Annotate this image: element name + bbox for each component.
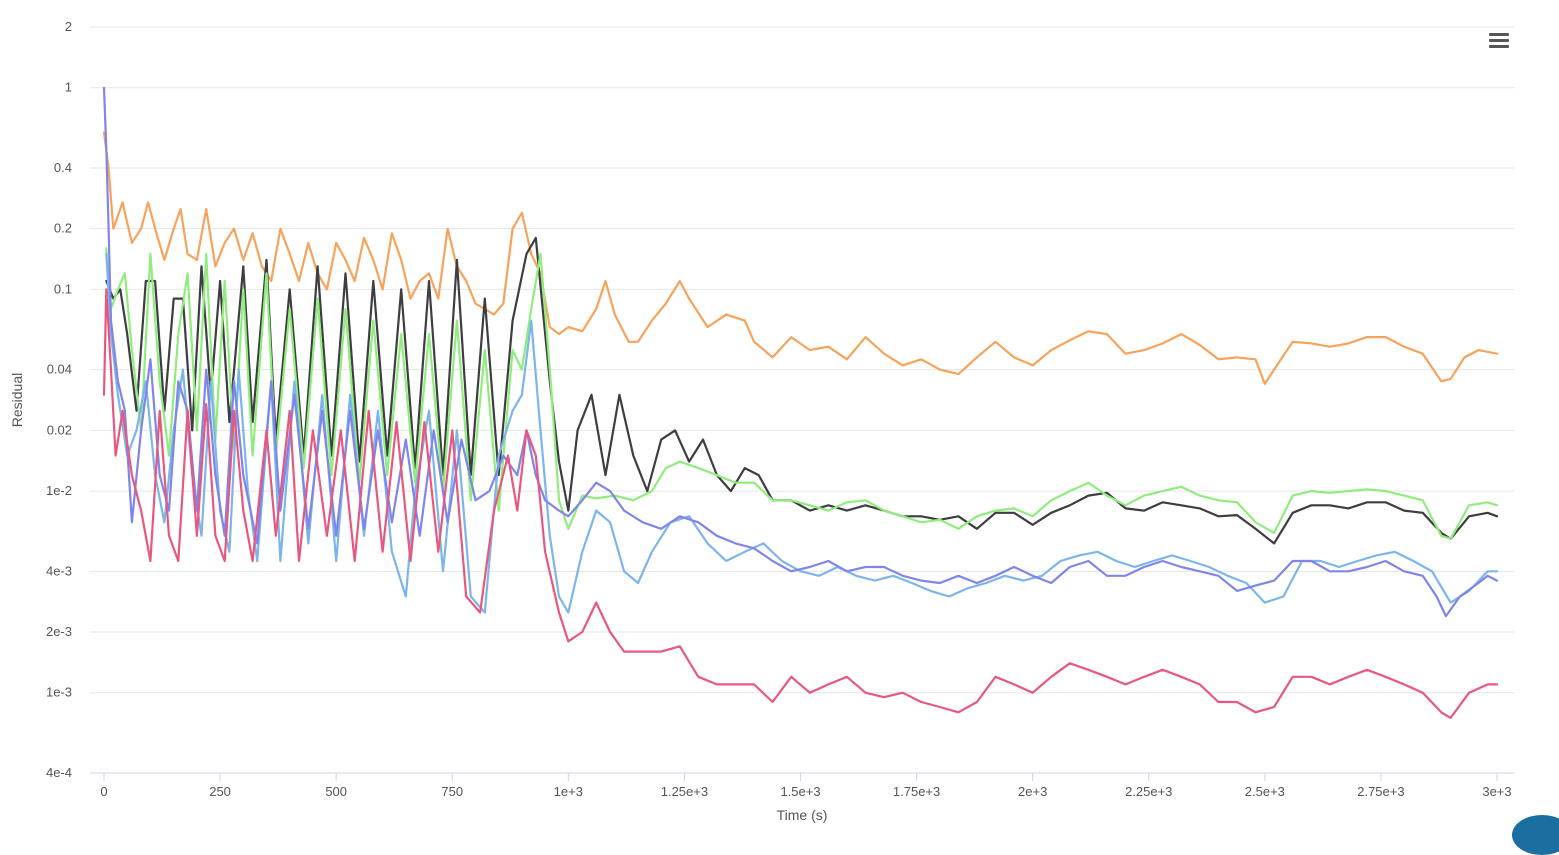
y-tick-label: 1 (65, 80, 72, 95)
chart-menu-button[interactable] (1484, 28, 1514, 54)
y-tick-label: 2 (65, 19, 72, 34)
series-line-1[interactable] (102, 131, 1499, 385)
residual-chart: 0 250 500 750 1e+3 1.25e+3 1.5e+3 1.75e+3 2e+3 2.… (9, 19, 1514, 823)
x-tick-label: 2.25e+3 (1125, 784, 1172, 799)
x-axis-title: Time (s) (777, 807, 828, 823)
y-tick-label: 1e-3 (46, 685, 72, 700)
series-line-4[interactable] (105, 252, 1499, 614)
x-tick-label: 2.75e+3 (1357, 784, 1404, 799)
y-tick-labels: 2 1 0.4 0.2 0.1 0.04 0.02 1e-2 4e-3 2e-3 1e-3 4e-4 (46, 19, 72, 780)
series-line-6[interactable] (102, 288, 1499, 719)
axes (90, 772, 1514, 781)
x-tick-label: 1e+3 (554, 784, 583, 799)
y-tick-label: 4e-3 (46, 563, 72, 578)
x-tick-label: 1.5e+3 (780, 784, 820, 799)
x-tick-label: 3e+3 (1482, 784, 1511, 799)
y-tick-label: 0.02 (47, 422, 72, 437)
series-line-5[interactable] (102, 86, 1499, 618)
y-axis-title: Residual (9, 373, 25, 427)
x-tick-label: 1.75e+3 (893, 784, 940, 799)
x-tick-label: 2.5e+3 (1245, 784, 1285, 799)
corner-badge (1512, 815, 1559, 855)
y-tick-label: 2e-3 (46, 624, 72, 639)
x-tick-label: 250 (209, 784, 231, 799)
x-tick-label: 2e+3 (1018, 784, 1047, 799)
x-tick-label: 1.25e+3 (661, 784, 708, 799)
series-line-3[interactable] (105, 247, 1499, 540)
x-tick-labels: 0 250 500 750 1e+3 1.25e+3 1.5e+3 1.75e+3 2e+3 2.… (100, 784, 1511, 799)
x-tick-label: 750 (441, 784, 463, 799)
y-tick-label: 0.04 (47, 362, 72, 377)
x-tick-label: 0 (100, 784, 107, 799)
y-tick-label: 1e-2 (46, 483, 72, 498)
y-tick-label: 0.4 (54, 160, 72, 175)
y-tick-label: 0.1 (54, 281, 72, 296)
y-tick-label: 0.2 (54, 221, 72, 236)
y-tick-label: 4e-4 (46, 765, 72, 780)
grid-lines (90, 26, 1514, 694)
x-tick-label: 500 (325, 784, 347, 799)
series-lines (102, 86, 1499, 719)
series-line-2[interactable] (105, 236, 1499, 545)
